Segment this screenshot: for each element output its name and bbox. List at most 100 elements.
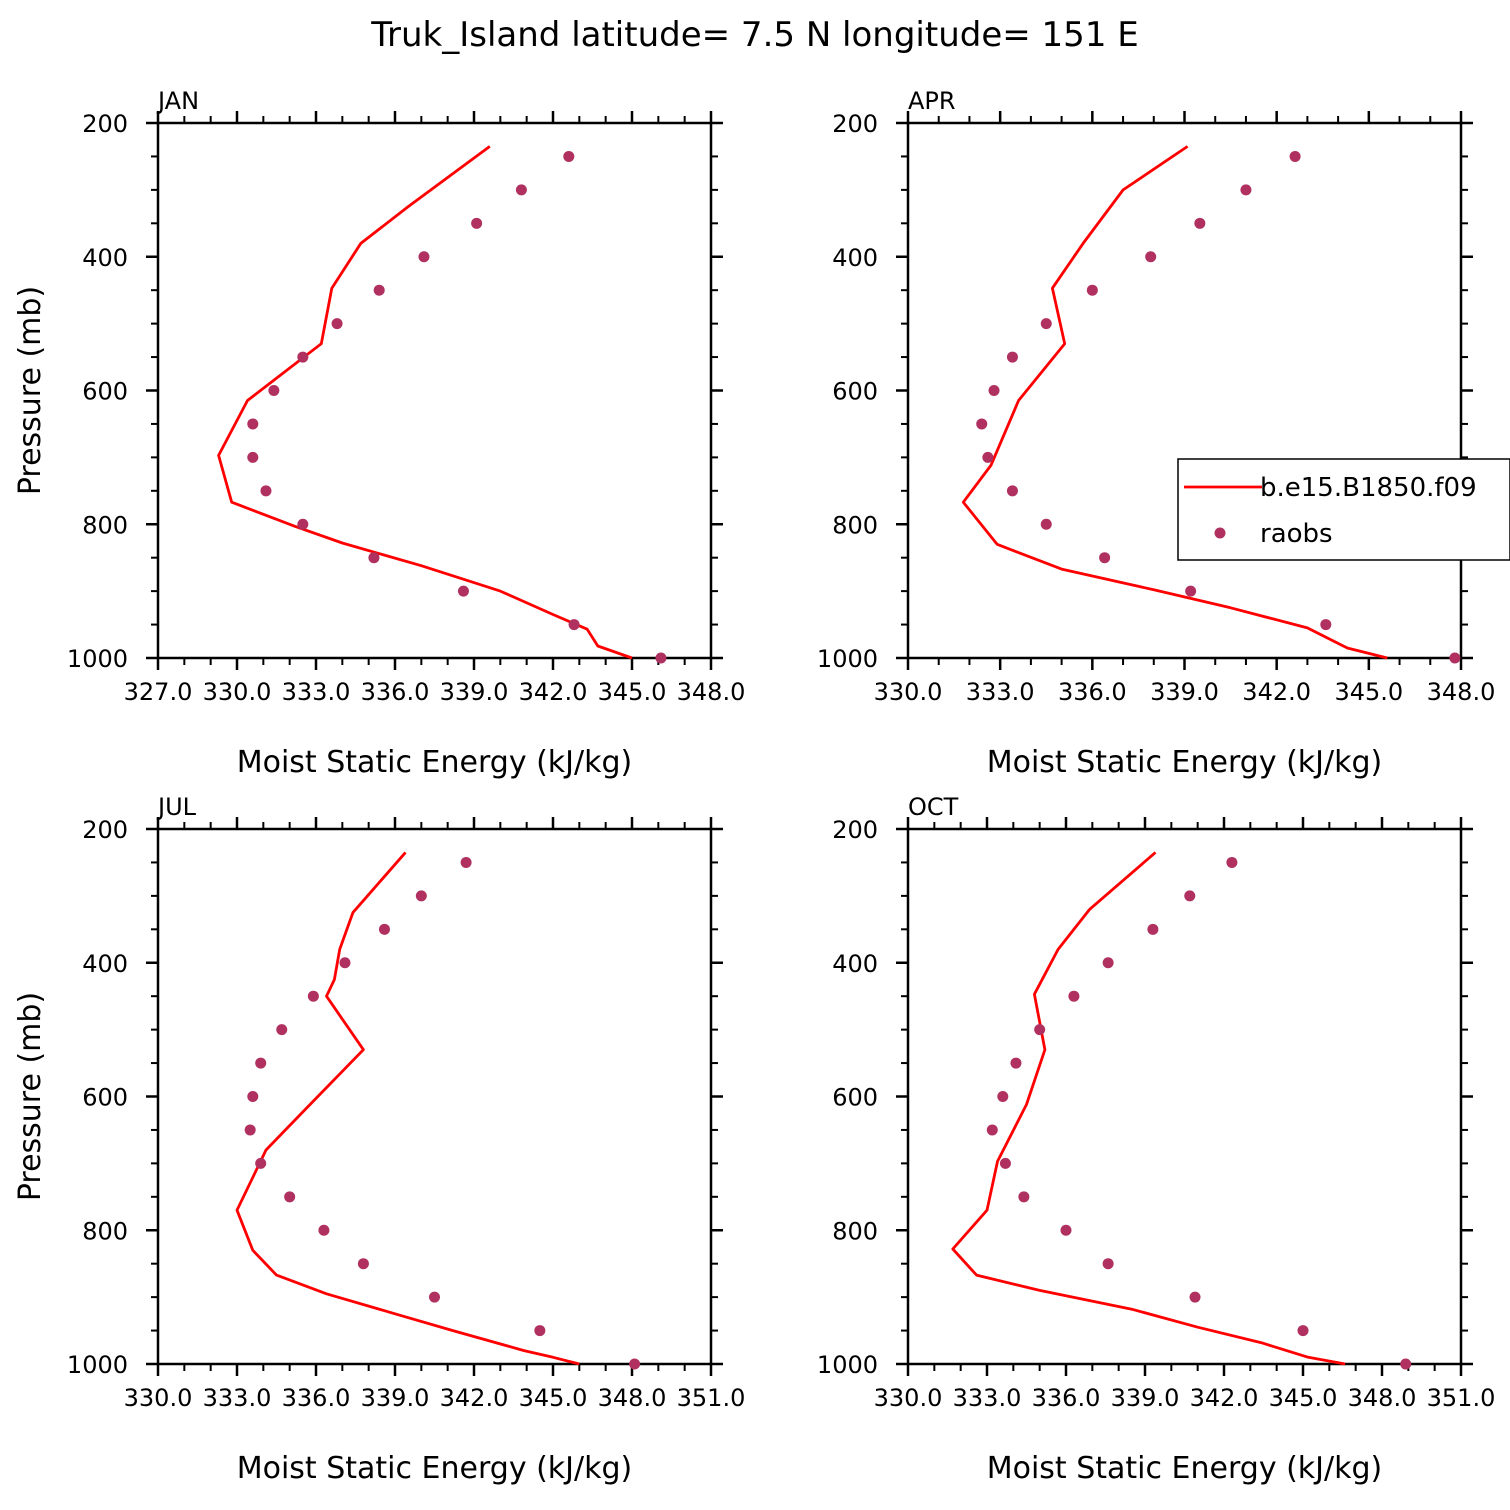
raobs-point — [255, 1157, 267, 1169]
raobs-point — [318, 1224, 330, 1236]
raobs-point — [988, 385, 1000, 396]
x-tick-label: 336.0 — [361, 678, 430, 706]
y-tick-label: 800 — [82, 1217, 128, 1245]
raobs-point — [1006, 485, 1018, 497]
plot-frame — [156, 121, 713, 660]
raobs-point — [471, 217, 483, 229]
legend-label-model: b.e15.B1850.f09 — [1260, 473, 1477, 503]
x-axis-label: Moist Static Energy (kJ/kg) — [237, 745, 633, 780]
y-tick-label: 1000 — [67, 645, 128, 673]
plot-frame — [906, 827, 1463, 1366]
x-tick-label: 339.0 — [1150, 678, 1219, 706]
raobs-point — [373, 284, 385, 296]
panel-label: JAN — [156, 87, 199, 115]
raobs-point — [1086, 284, 1098, 296]
raobs-point — [976, 418, 988, 430]
legend-box — [1177, 458, 1510, 561]
x-tick-label: 339.0 — [440, 678, 509, 706]
x-tick-label: 327.0 — [124, 678, 193, 706]
raobs-point — [297, 518, 309, 530]
y-tick-label: 1000 — [817, 1351, 878, 1379]
x-tick-label: 330.0 — [874, 678, 943, 706]
y-axis-label: Pressure (mb) — [13, 286, 48, 495]
x-tick-label: 339.0 — [361, 1384, 430, 1412]
y-tick-label: 400 — [832, 244, 878, 272]
raobs-point — [1449, 652, 1461, 664]
panel-jul: JUL 330.0 333.0 336.0 339.0 342.0 345.0 348.0 35… — [13, 793, 745, 1486]
raobs-point — [1194, 217, 1206, 229]
x-tick-label: 336.0 — [282, 1384, 351, 1412]
raobs-point — [563, 150, 575, 162]
raobs-point — [276, 1024, 288, 1036]
raobs-point — [1006, 351, 1018, 363]
raobs-point — [368, 552, 380, 564]
y-tick-label: 600 — [832, 1084, 878, 1112]
raobs-point — [297, 351, 309, 363]
x-tick-label: 348.0 — [677, 678, 746, 706]
x-tick-label: 330.0 — [124, 1384, 193, 1412]
y-tick-label: 800 — [832, 511, 878, 539]
y-tick-label: 200 — [82, 110, 128, 138]
raobs-point — [268, 385, 280, 396]
raobs-point — [515, 184, 527, 196]
raobs-point — [1226, 856, 1238, 868]
raobs-point — [999, 1157, 1011, 1169]
y-tick-label: 1000 — [67, 1351, 128, 1379]
raobs-point — [1040, 318, 1052, 330]
panel-label: JUL — [156, 793, 197, 821]
legend-label-obs: raobs — [1260, 519, 1333, 549]
raobs-point — [457, 585, 469, 597]
raobs-point — [1060, 1224, 1072, 1236]
figure-title: Truk_Island latitude= 7.5 N longitude= 1… — [370, 15, 1139, 55]
y-axis-label: Pressure (mb) — [13, 992, 48, 1201]
y-tick-label: 1000 — [817, 645, 878, 673]
raobs-point — [1320, 619, 1332, 631]
y-tick-label: 800 — [832, 1217, 878, 1245]
y-tick-label: 400 — [82, 950, 128, 978]
y-tick-label: 600 — [82, 378, 128, 406]
raobs-point — [244, 1124, 256, 1136]
x-tick-label: 330.0 — [203, 678, 272, 706]
raobs-point — [260, 485, 272, 497]
y-tick-label: 200 — [832, 110, 878, 138]
model-line — [235, 851, 580, 1366]
raobs-point — [1145, 251, 1157, 263]
raobs-point — [1400, 1358, 1412, 1370]
raobs-point — [1034, 1024, 1046, 1036]
raobs-point — [534, 1325, 546, 1337]
x-tick-label: 333.0 — [966, 678, 1035, 706]
raobs-point — [247, 1091, 259, 1102]
raobs-point — [1189, 1291, 1201, 1303]
raobs-point — [1040, 518, 1052, 530]
raobs-point — [307, 990, 319, 1002]
y-tick-label: 600 — [82, 1084, 128, 1112]
x-tick-label: 345.0 — [598, 678, 667, 706]
raobs-point — [1240, 184, 1252, 196]
x-axis-label: Moist Static Energy (kJ/kg) — [987, 1451, 1383, 1486]
x-tick-label: 330.0 — [874, 1384, 943, 1412]
raobs-point — [255, 1057, 267, 1069]
raobs-point — [357, 1258, 369, 1270]
y-tick-label: 400 — [832, 950, 878, 978]
raobs-point — [1102, 957, 1114, 969]
raobs-point — [339, 957, 351, 969]
raobs-point — [418, 251, 430, 263]
x-tick-label: 348.0 — [1427, 678, 1496, 706]
raobs-point — [1010, 1057, 1022, 1069]
panel-apr: APR 330.0 333.0 336.0 339.0 342.0 345.0 348.0 20… — [817, 87, 1495, 780]
raobs-point — [1185, 585, 1197, 597]
raobs-point — [1297, 1325, 1309, 1337]
model-line — [951, 851, 1346, 1366]
x-tick-label: 345.0 — [519, 1384, 588, 1412]
x-axis-label: Moist Static Energy (kJ/kg) — [237, 1451, 633, 1486]
raobs-point — [1099, 552, 1111, 564]
x-tick-label: 333.0 — [953, 1384, 1022, 1412]
raobs-point — [1184, 890, 1196, 902]
x-tick-label: 336.0 — [1058, 678, 1127, 706]
raobs-point — [429, 1291, 440, 1303]
raobs-point — [378, 923, 390, 935]
x-tick-label: 336.0 — [1032, 1384, 1101, 1412]
raobs-point — [460, 856, 472, 868]
raobs-point — [284, 1191, 296, 1203]
